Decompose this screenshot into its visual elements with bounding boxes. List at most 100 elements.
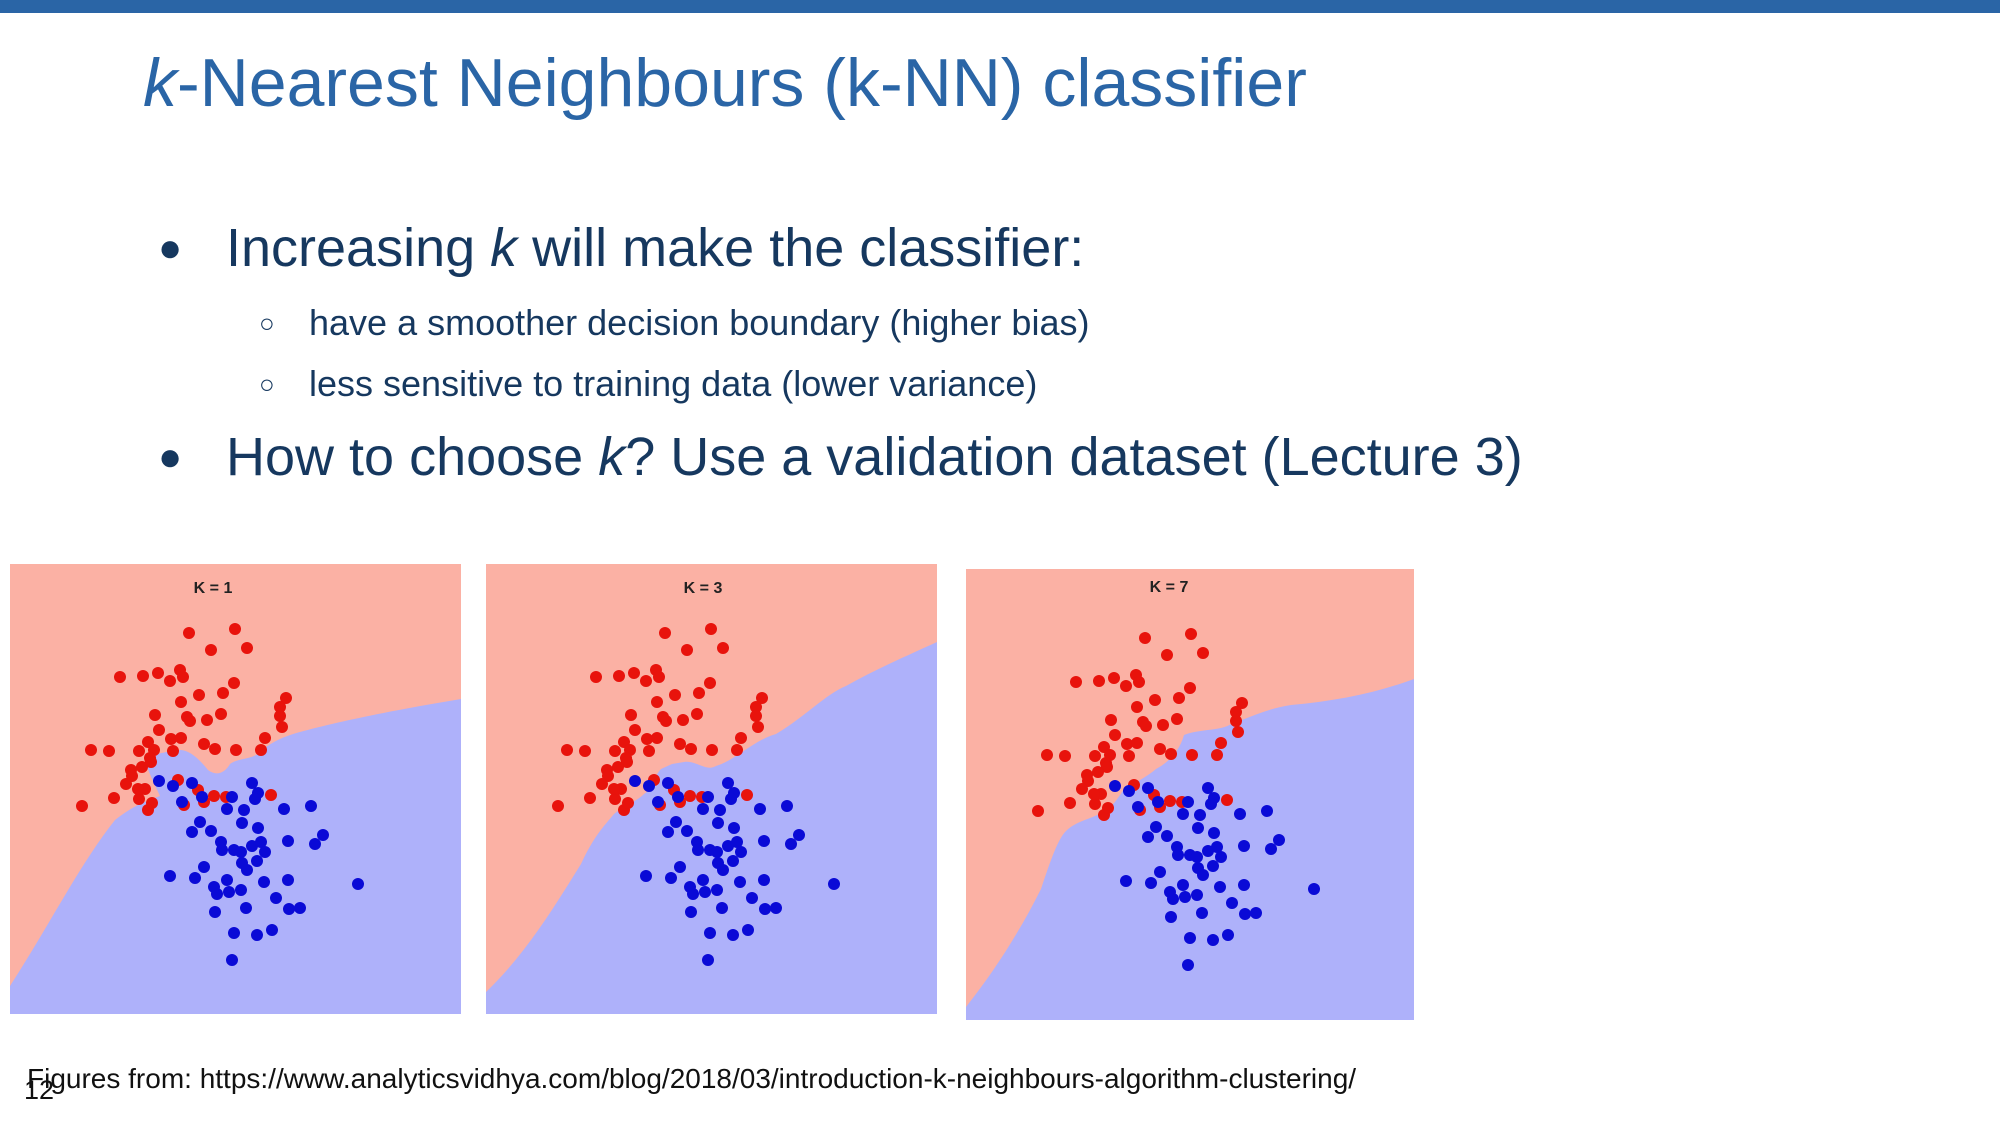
blue-class-point (1154, 866, 1166, 878)
red-class-point (584, 792, 596, 804)
blue-class-point (1208, 827, 1220, 839)
red-class-point (265, 789, 277, 801)
blue-class-point (235, 846, 247, 858)
red-class-point (165, 733, 177, 745)
red-class-point (175, 696, 187, 708)
blue-class-point (711, 884, 723, 896)
blue-class-point (1142, 831, 1154, 843)
red-class-point (1123, 750, 1135, 762)
red-class-point (669, 689, 681, 701)
red-class-point (590, 671, 602, 683)
blue-class-point (153, 775, 165, 787)
blue-class-point (629, 775, 641, 787)
red-class-point (1154, 743, 1166, 755)
red-class-point (1059, 750, 1071, 762)
bullet-dot-icon: ● (158, 435, 183, 479)
blue-class-point (734, 876, 746, 888)
red-class-point (184, 715, 196, 727)
blue-class-point (226, 791, 238, 803)
blue-class-point (198, 861, 210, 873)
blue-class-point (236, 817, 248, 829)
blue-class-point (727, 855, 739, 867)
red-class-point (625, 709, 637, 721)
blue-class-point (1150, 821, 1162, 833)
panel-title: K = 3 (684, 580, 723, 597)
blue-class-point (278, 803, 290, 815)
blue-class-point (697, 803, 709, 815)
blue-class-point (1215, 851, 1227, 863)
blue-class-point (1239, 908, 1251, 920)
red-class-point (1131, 737, 1143, 749)
blue-class-point (249, 793, 261, 805)
red-class-point (693, 687, 705, 699)
red-class-point (741, 789, 753, 801)
blue-class-point (722, 840, 734, 852)
bullet-increasing-k: ● Increasing k will make the classifier: (158, 215, 1084, 281)
blue-class-point (186, 826, 198, 838)
red-class-point (274, 701, 286, 713)
red-class-point (136, 761, 148, 773)
red-class-point (1076, 783, 1088, 795)
title-k: k (143, 45, 177, 121)
red-class-point (731, 744, 743, 756)
red-class-point (1088, 788, 1100, 800)
red-class-point (209, 743, 221, 755)
red-class-point (259, 732, 271, 744)
red-class-point (1173, 692, 1185, 704)
blue-class-point (205, 825, 217, 837)
blue-class-point (196, 791, 208, 803)
blue-class-point (317, 829, 329, 841)
blue-class-point (727, 929, 739, 941)
red-class-point (1105, 714, 1117, 726)
red-class-point (201, 714, 213, 726)
red-class-point (705, 623, 717, 635)
blue-points (1109, 780, 1320, 971)
blue-class-point (1234, 808, 1246, 820)
blue-class-point (259, 846, 271, 858)
blue-class-point (662, 777, 674, 789)
red-class-point (653, 671, 665, 683)
blue-class-point (1192, 862, 1204, 874)
blue-class-point (1211, 841, 1223, 853)
blue-class-point (1184, 932, 1196, 944)
red-class-point (613, 670, 625, 682)
blue-class-point (238, 804, 250, 816)
red-class-point (1108, 672, 1120, 684)
red-class-point (609, 793, 621, 805)
blue-class-point (235, 884, 247, 896)
red-class-point (241, 642, 253, 654)
blue-class-point (223, 886, 235, 898)
blue-class-point (728, 822, 740, 834)
red-class-point (1121, 738, 1133, 750)
blue-class-point (716, 902, 728, 914)
red-class-point (643, 745, 655, 757)
red-class-point (215, 708, 227, 720)
red-class-point (1089, 750, 1101, 762)
blue-class-point (352, 878, 364, 890)
red-class-point (198, 738, 210, 750)
blue-class-point (781, 800, 793, 812)
blue-class-point (251, 855, 263, 867)
red-class-point (1101, 761, 1113, 773)
blue-class-point (1202, 845, 1214, 857)
blue-class-point (1182, 796, 1194, 808)
blue-class-point (246, 840, 258, 852)
red-class-point (659, 627, 671, 639)
blue-class-point (735, 846, 747, 858)
red-class-point (164, 675, 176, 687)
sub-bullet-smoother-boundary: ○ have a smoother decision boundary (hig… (259, 302, 1089, 344)
red-class-point (1232, 726, 1244, 738)
red-class-point (1149, 694, 1161, 706)
red-class-point (229, 623, 241, 635)
title-rest: -Nearest Neighbours (k-NN) classifier (177, 45, 1307, 121)
blue-class-point (712, 857, 724, 869)
red-class-point (735, 732, 747, 744)
red-class-point (622, 797, 634, 809)
red-class-point (1171, 713, 1183, 725)
red-class-point (609, 745, 621, 757)
red-class-point (208, 790, 220, 802)
red-class-point (1157, 719, 1169, 731)
red-class-point (146, 797, 158, 809)
blue-class-point (1196, 907, 1208, 919)
blue-class-point (640, 870, 652, 882)
